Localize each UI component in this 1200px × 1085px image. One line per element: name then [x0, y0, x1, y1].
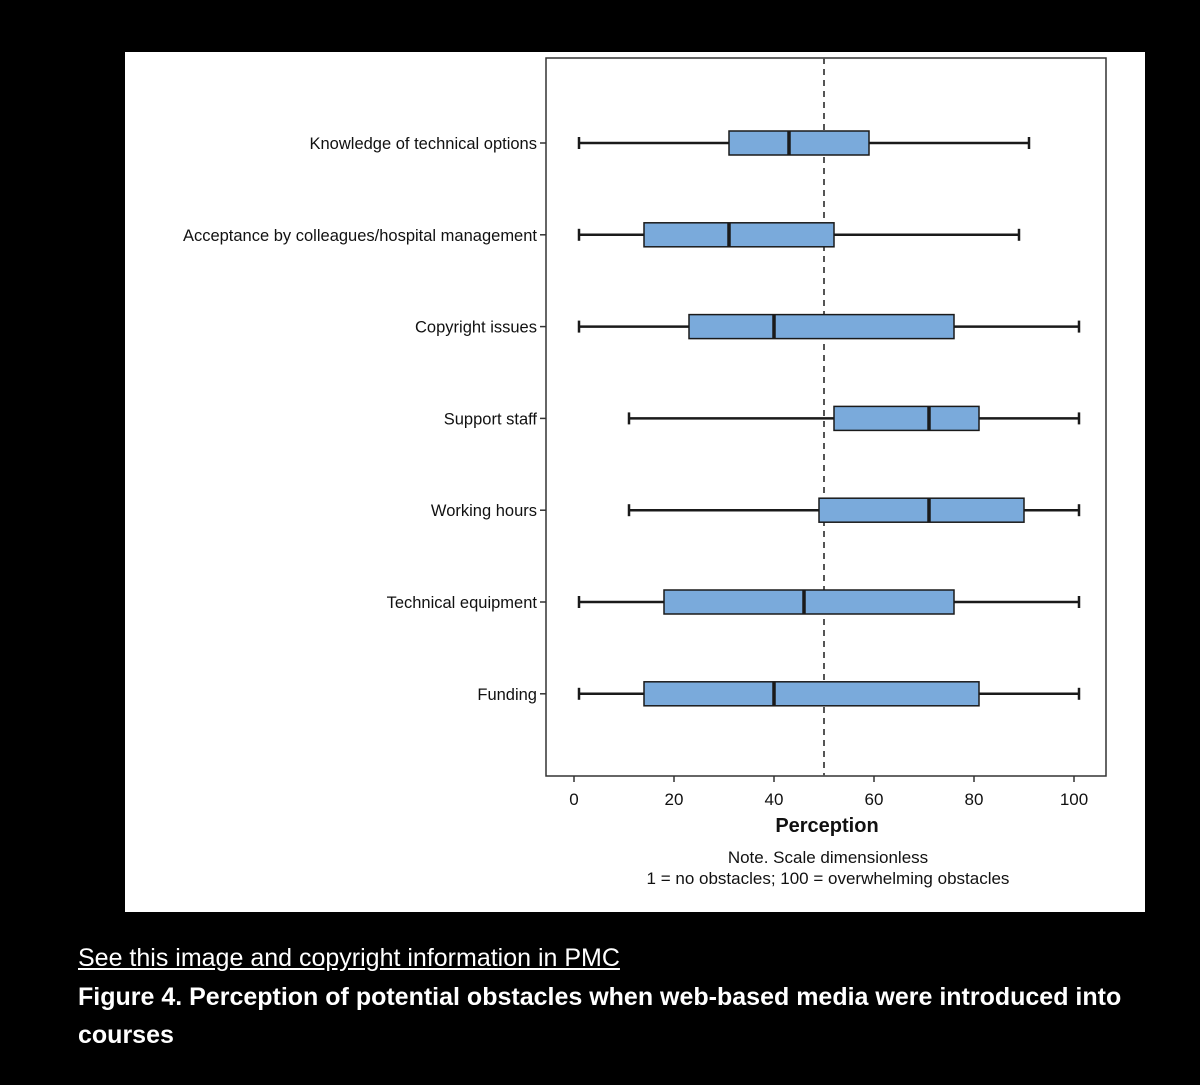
x-tick-label: 80	[965, 790, 984, 809]
category-label: Support staff	[444, 410, 538, 428]
box-series	[577, 130, 1081, 707]
category-label: Technical equipment	[387, 594, 538, 612]
category-label: Funding	[477, 686, 537, 704]
category-label: Acceptance by colleagues/hospital manage…	[183, 227, 537, 245]
x-axis-label: Perception	[775, 815, 878, 837]
category-label: Copyright issues	[415, 319, 537, 337]
x-tick-label: 0	[569, 790, 578, 809]
figure-panel: Knowledge of technical options Acceptance…	[125, 52, 1145, 912]
x-axis-ticks: 0 20 40 60 80 100	[569, 776, 1088, 809]
note-line-1: Note. Scale dimensionless	[728, 848, 928, 867]
box-row	[627, 497, 1081, 523]
figure-caption: Figure 4. Perception of potential obstac…	[78, 983, 1122, 1049]
iqr-box	[643, 222, 835, 248]
iqr-box	[688, 313, 955, 340]
pmc-copyright-link[interactable]: See this image and copyright information…	[78, 944, 620, 972]
iqr-box	[663, 589, 955, 615]
note-line-2: 1 = no obstacles; 100 = overwhelming obs…	[647, 869, 1010, 888]
category-labels: Knowledge of technical options Acceptance…	[183, 135, 546, 704]
x-tick-label: 20	[665, 790, 684, 809]
box-row	[577, 313, 1081, 340]
boxplot-chart: Knowledge of technical options Acceptance…	[183, 57, 1107, 888]
plot-border	[545, 57, 1107, 777]
box-row	[577, 589, 1081, 615]
iqr-box	[643, 681, 980, 707]
box-row	[577, 681, 1081, 707]
x-tick-label: 100	[1060, 790, 1088, 809]
category-label: Working hours	[431, 502, 537, 520]
box-row	[577, 130, 1031, 156]
iqr-box	[728, 130, 870, 156]
x-tick-label: 60	[865, 790, 884, 809]
plot-frame	[545, 57, 1107, 777]
iqr-box	[833, 405, 980, 432]
category-label: Knowledge of technical options	[310, 135, 538, 153]
x-tick-label: 40	[765, 790, 784, 809]
box-row	[577, 222, 1021, 248]
iqr-box	[818, 497, 1025, 523]
box-row	[627, 405, 1081, 432]
